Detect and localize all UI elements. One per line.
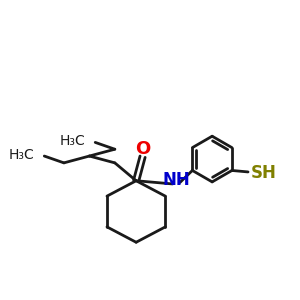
Text: O: O <box>135 140 150 158</box>
Text: SH: SH <box>251 164 277 182</box>
Text: NH: NH <box>162 171 190 189</box>
Text: H₃C: H₃C <box>59 134 85 148</box>
Text: H₃C: H₃C <box>8 148 34 162</box>
